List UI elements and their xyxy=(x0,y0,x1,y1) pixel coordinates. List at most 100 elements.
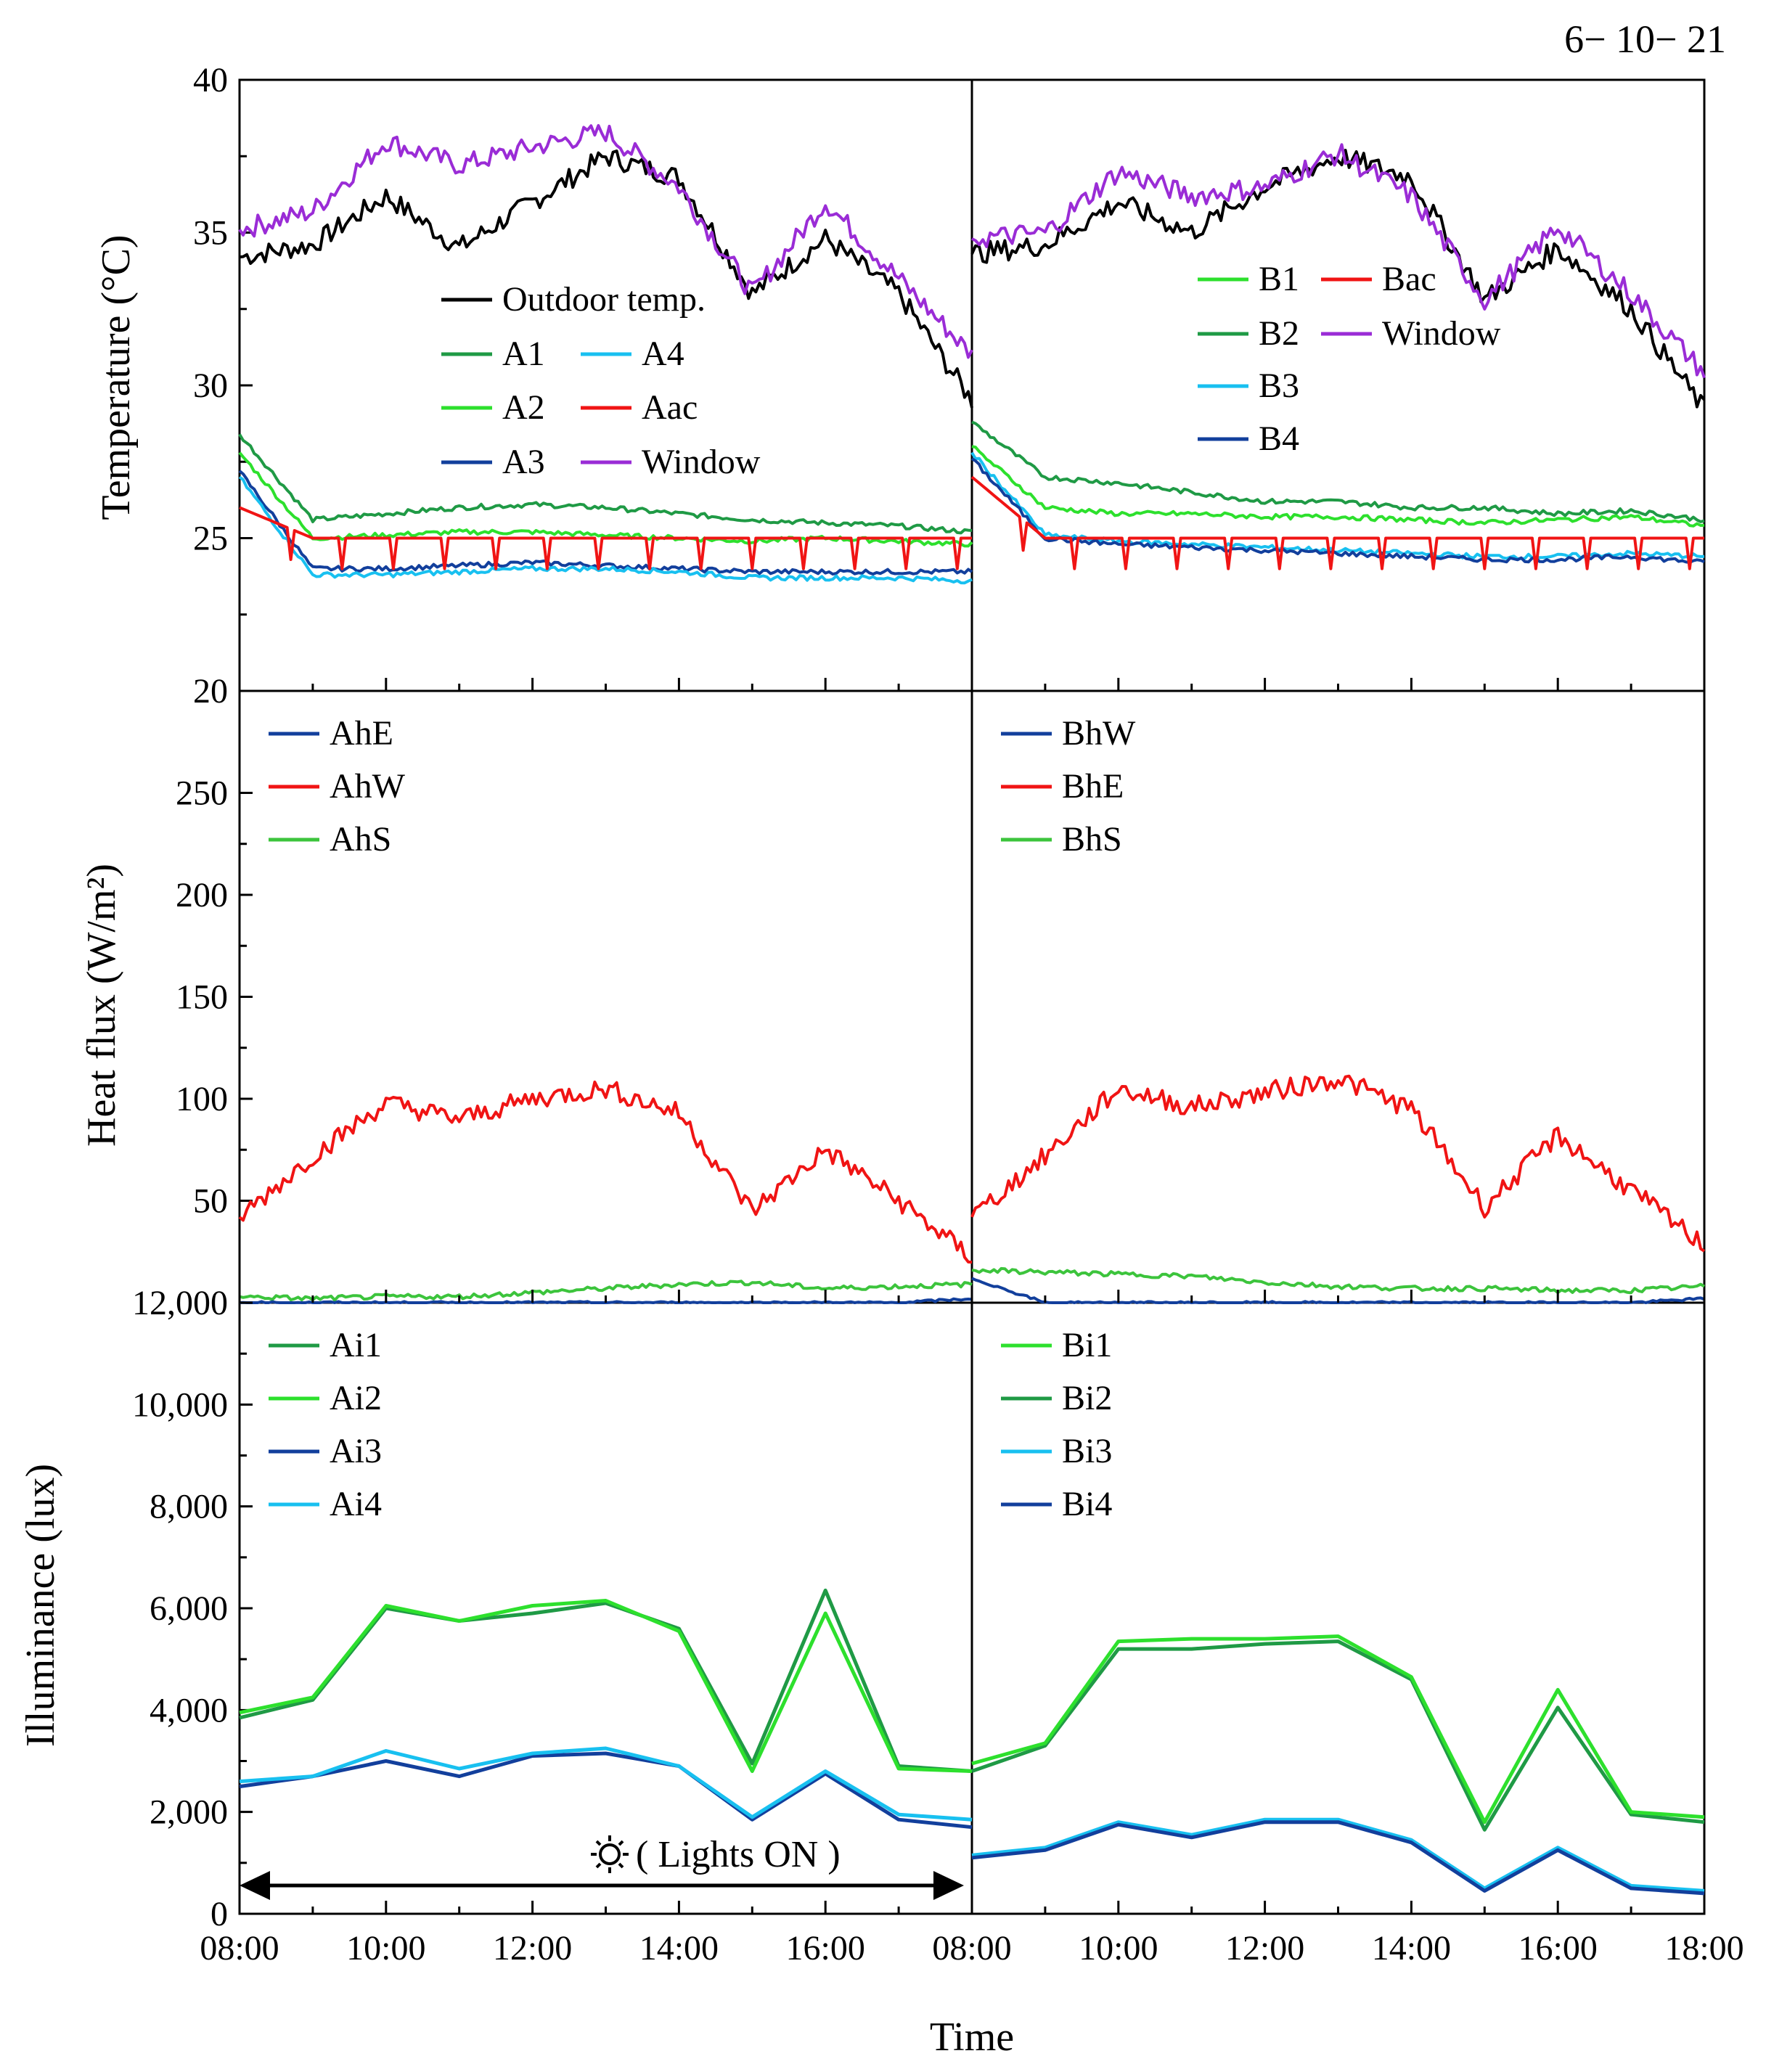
legend-left: Ai1 Ai2 Ai3 Ai4 xyxy=(269,1326,382,1523)
legend-label-ahs: AhS xyxy=(330,820,391,859)
series-line-ai1 xyxy=(239,1588,973,1773)
x-tick-label: 08:00 xyxy=(200,1929,279,1967)
legend-label-a2: A2 xyxy=(502,388,545,427)
y-tick-label: 200 xyxy=(176,876,228,914)
y-tick-label: 12,000 xyxy=(132,1284,228,1322)
legend-label-bi1: Bi1 xyxy=(1062,1326,1112,1364)
series-line-ai4 xyxy=(239,1746,973,1822)
legend-label-window: Window xyxy=(642,443,761,481)
legend-right: BhW BhE BhS xyxy=(1001,714,1136,859)
y-tick-label: 35 xyxy=(193,214,228,253)
series-line-ahs xyxy=(239,1279,973,1302)
y-tick-label: 10,000 xyxy=(132,1385,228,1424)
series-line-b1 xyxy=(971,445,1705,528)
legend-label-ai1: Ai1 xyxy=(330,1326,382,1364)
x-tick-label: 08:00 xyxy=(932,1929,1011,1967)
series-line-bac xyxy=(970,475,1704,570)
y-tick-label: 20 xyxy=(193,672,228,711)
y-tick-label: 25 xyxy=(193,520,228,558)
legend-left: Outdoor temp. A1 A4 A2 Aac A3 Window xyxy=(441,280,761,481)
temperature-panel: 20 25 30 35 40 Outdoor temp. A1 A4 A2 Aac A3 Window… xyxy=(193,61,1706,711)
panel-temp-right: B1 Bac B2 Window B3 B4 xyxy=(970,143,1706,570)
legend-label-bac: Bac xyxy=(1382,260,1436,298)
legend-label-b4: B4 xyxy=(1259,419,1299,458)
legend-label-window: Window xyxy=(1382,314,1501,353)
legend-label-ai2: Ai2 xyxy=(330,1379,382,1417)
y-tick-label: 2,000 xyxy=(150,1793,228,1832)
y-tick-label: 150 xyxy=(176,978,228,1017)
series-line-bi3 xyxy=(971,1817,1705,1893)
series-line-ahw xyxy=(238,1080,973,1264)
legend-label-ahe: AhE xyxy=(330,714,393,753)
y-tick-label: 6,000 xyxy=(150,1589,228,1628)
series-line-bi1 xyxy=(971,1634,1705,1825)
x-tick-label: 14:00 xyxy=(639,1929,719,1967)
legend-label-ai3: Ai3 xyxy=(330,1432,382,1470)
lights-on-label: ( Lights ON ) xyxy=(636,1834,841,1875)
series-line-bi4 xyxy=(971,1820,1705,1896)
series-line-outdoor-temp xyxy=(970,149,1706,409)
arrow-head-left-icon xyxy=(240,1871,270,1900)
legend-label-bhs: BhS xyxy=(1062,820,1122,859)
legend-label-a4: A4 xyxy=(642,335,684,373)
legend-label-a3: A3 xyxy=(502,443,545,481)
x-tick-label: 12:00 xyxy=(1225,1929,1304,1967)
series-line-ai2 xyxy=(239,1599,973,1773)
y-tick-label: 50 xyxy=(193,1182,228,1221)
series-line-bhs xyxy=(971,1266,1706,1295)
legend-label-bi4: Bi4 xyxy=(1062,1485,1112,1523)
series-line-a3 xyxy=(238,470,973,576)
y-tick-label: 250 xyxy=(176,774,228,813)
panel-lux-left: Ai1 Ai2 Ai3 Ai4 xyxy=(239,1326,973,1830)
series-line-b2 xyxy=(971,420,1705,523)
x-tick-label: 10:00 xyxy=(346,1929,425,1967)
legend-right: Bi1 Bi2 Bi3 Bi4 xyxy=(1001,1326,1112,1523)
panel-flux-left: AhE AhW AhS xyxy=(238,714,973,1304)
series-line-window xyxy=(238,124,973,359)
series-line-bhe xyxy=(970,1074,1706,1253)
heat-flux-axis-title: Heat flux (W/m²) xyxy=(79,864,124,1147)
x-tick-label: 18:00 xyxy=(1664,1929,1743,1967)
legend-label-aac: Aac xyxy=(642,388,698,427)
y-tick-label: 100 xyxy=(176,1080,228,1118)
series-line-b4 xyxy=(970,457,1705,564)
panel-flux-right: BhW BhE BhS xyxy=(970,714,1706,1304)
series-line-ai3 xyxy=(239,1751,973,1830)
y-tick-label: 40 xyxy=(193,61,228,99)
legend-label-b3: B3 xyxy=(1259,367,1299,405)
illuminance-axis-title: Illuminance (lux) xyxy=(18,1464,63,1747)
series-line-a2 xyxy=(238,451,973,548)
panel-temp-left: Outdoor temp. A1 A4 A2 Aac A3 Window xyxy=(238,124,973,585)
illuminance-panel: 02,0004,0006,0008,00010,00012,000Ai1Ai2A… xyxy=(132,1284,1706,1933)
x-axis-title: Time xyxy=(930,2015,1014,2060)
x-tick-label: 14:00 xyxy=(1372,1929,1451,1967)
date-label: 6− 10− 21 xyxy=(1564,17,1726,61)
series-line-aac xyxy=(239,506,972,570)
legend-left: AhE AhW AhS xyxy=(269,714,406,859)
legend-label-bi2: Bi2 xyxy=(1062,1379,1112,1417)
legend-label-outdoor-temp: Outdoor temp. xyxy=(502,280,706,319)
x-axis-ticks: 08:00 10:00 12:00 14:00 16:00 08:00 10:00 12:00… xyxy=(200,1929,1743,1967)
panel-lux-right: Bi1 Bi2 Bi3 Bi4 xyxy=(971,1326,1705,1896)
legend-label-b1: B1 xyxy=(1259,260,1299,298)
x-tick-label: 10:00 xyxy=(1079,1929,1158,1967)
legend-right: B1 Bac B2 Window B3 B4 xyxy=(1198,260,1501,458)
temperature-axis-title: Temperature (°C) xyxy=(94,234,139,520)
x-tick-label: 16:00 xyxy=(786,1929,865,1967)
y-tick-label: 30 xyxy=(193,367,228,405)
legend-label-bi3: Bi3 xyxy=(1062,1432,1112,1470)
legend-label-bhe: BhE xyxy=(1062,767,1124,806)
series-line-outdoor-temp xyxy=(239,150,973,409)
legend-label-ahw: AhW xyxy=(330,767,406,806)
x-tick-label: 12:00 xyxy=(493,1929,572,1967)
arrow-head-right-icon xyxy=(933,1871,964,1900)
y-tick-label: 8,000 xyxy=(150,1488,228,1526)
series-line-a4 xyxy=(238,475,973,585)
legend-label-a1: A1 xyxy=(502,335,545,373)
legend-label-bhw: BhW xyxy=(1062,714,1136,753)
legend-label-b2: B2 xyxy=(1259,314,1299,353)
lights-on-annotation: ( Lights ON ) xyxy=(240,1834,964,1900)
series-line-window xyxy=(971,143,1706,379)
heat-flux-panel: 50 100 150 200 250 AhE AhW AhS BhW BhE BhS xyxy=(176,714,1706,1304)
